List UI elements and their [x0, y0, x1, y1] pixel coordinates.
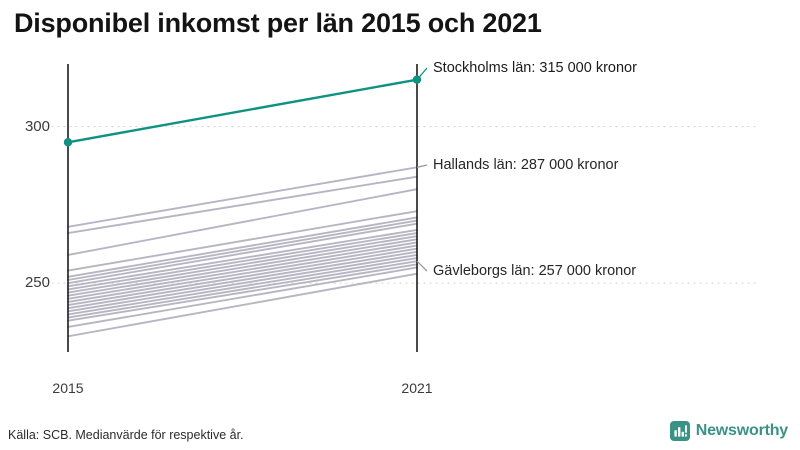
slope-line [67, 250, 418, 310]
label-leader-line [416, 164, 428, 168]
brand-name: Newsworthy [695, 422, 788, 439]
slope-line [67, 238, 418, 297]
slope-line [67, 244, 418, 303]
series-annotation-label: Stockholms län: 315 000 kronor [433, 60, 637, 76]
slope-line [67, 216, 418, 278]
slope-line [67, 232, 418, 291]
x-axis-tick-label: 2015 [52, 380, 84, 396]
data-point [63, 138, 73, 147]
slope-line [67, 188, 418, 256]
series-annotation-label: Gävleborgs län: 257 000 kronor [433, 263, 637, 279]
slope-line [67, 235, 418, 294]
x-axis-tick-label: 2021 [401, 380, 433, 396]
slope-line [67, 219, 418, 281]
slope-line [66, 78, 419, 144]
bar-chart-icon [669, 421, 690, 441]
slope-line [67, 254, 418, 313]
slope-line [67, 257, 418, 316]
chart-title: Disponibel inkomst per län 2015 och 2021 [14, 8, 542, 38]
slope-line [67, 222, 418, 285]
y-axis-tick-label: 300 [24, 117, 50, 135]
slope-line [67, 247, 418, 306]
slope-line [67, 166, 418, 228]
label-leader-line [416, 260, 428, 272]
slope-line [67, 210, 418, 272]
source-note: Källa: SCB. Medianvärde för respektive å… [8, 428, 244, 442]
slope-line [67, 228, 418, 288]
series-annotation-label: Hallands län: 287 000 kronor [433, 157, 619, 173]
slope-line [67, 241, 418, 300]
y-axis-tick-label: 250 [24, 274, 50, 292]
slope-line [67, 272, 418, 338]
slope-line [67, 263, 418, 322]
label-leader-line [416, 67, 428, 81]
slope-line [67, 260, 418, 319]
slope-line [67, 175, 418, 234]
newsworthy-branding: Newsworthy [669, 421, 788, 441]
slope-line [67, 266, 418, 328]
